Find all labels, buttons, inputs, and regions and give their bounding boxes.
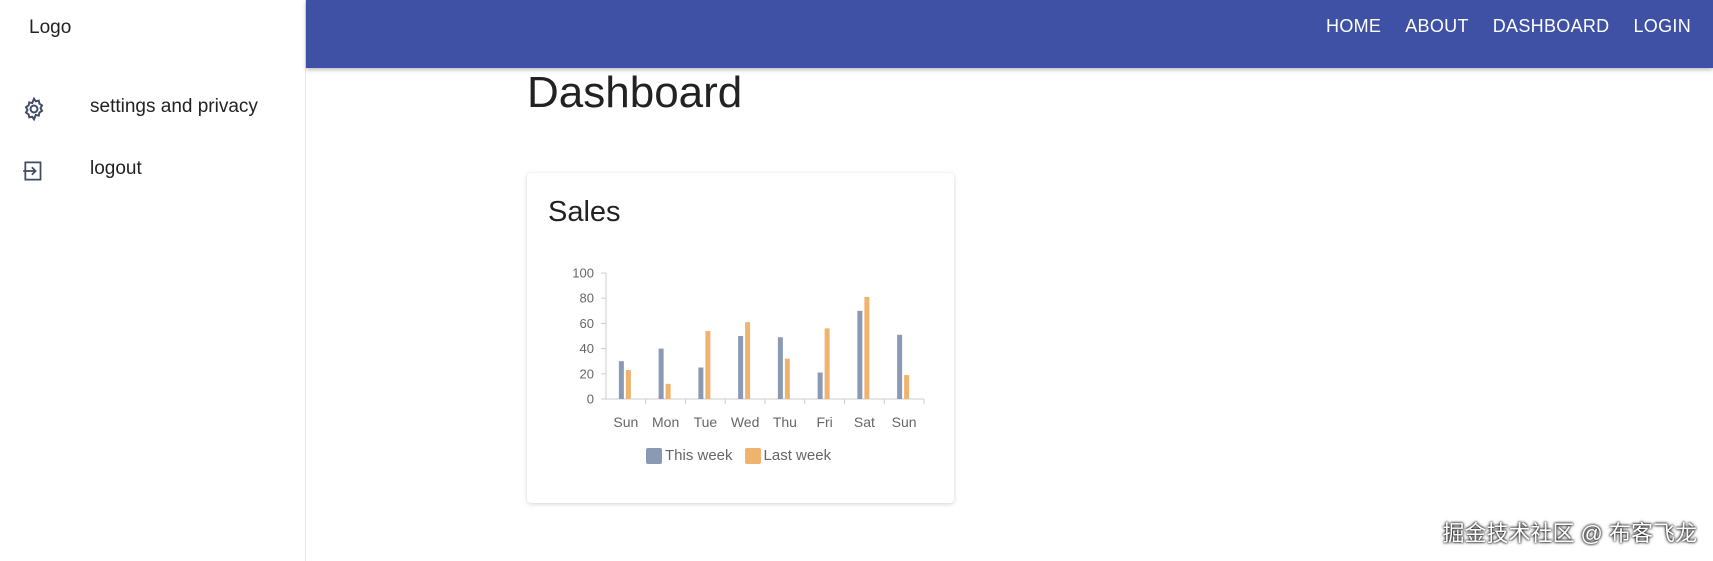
page-title: Dashboard (527, 68, 743, 117)
nav-about-link[interactable]: ABOUT (1405, 16, 1469, 36)
bar-last-week (904, 375, 910, 399)
nav-menu: HOME ABOUT DASHBOARD LOGIN (1302, 16, 1691, 37)
legend-swatch (646, 447, 662, 464)
bar-this-week (698, 367, 704, 399)
logout-icon (21, 158, 47, 184)
bar-last-week (665, 383, 671, 399)
x-tick-label: Fri (816, 414, 832, 430)
x-tick-label: Wed (731, 414, 760, 430)
bar-this-week (658, 348, 664, 399)
legend-entry-last-week[interactable]: Last week (744, 447, 832, 464)
y-tick-label: 20 (580, 366, 594, 381)
sales-card: Sales 0 20 40 60 80 100 Sun Mon Tue Wed Thu Fri Sat S… (527, 173, 954, 503)
y-tick-label: 100 (572, 266, 594, 281)
logo[interactable]: Logo (29, 17, 72, 38)
bar-last-week (745, 322, 751, 399)
x-tick-label: Mon (652, 414, 679, 430)
bar-last-week (625, 370, 631, 399)
y-tick-label: 0 (587, 392, 594, 407)
y-tick-label: 80 (580, 291, 594, 306)
x-tick-label: Sat (854, 414, 875, 430)
bar-this-week (817, 372, 823, 399)
sidebar-item-logout[interactable]: logout (0, 148, 306, 192)
bar-last-week (864, 296, 870, 399)
legend-label: Last week (763, 447, 832, 464)
bar-last-week (784, 358, 790, 399)
legend-label: This week (665, 447, 733, 464)
sidebar-item-settings[interactable]: settings and privacy (0, 86, 306, 130)
bar-this-week (897, 334, 903, 399)
chart-legend: This week Last week (646, 447, 843, 464)
sidebar: Logo settings and privacy logout (0, 0, 306, 561)
x-tick-label: Sun (892, 414, 917, 430)
bar-this-week (777, 337, 783, 399)
x-tick-label: Thu (773, 414, 797, 430)
x-tick-label: Sun (613, 414, 638, 430)
bar-last-week (705, 330, 711, 399)
bar-last-week (824, 328, 830, 399)
gear-icon (21, 96, 47, 122)
y-tick-label: 40 (580, 341, 594, 356)
y-tick-label: 60 (580, 316, 594, 331)
bar-this-week (738, 336, 744, 399)
nav-home-link[interactable]: HOME (1326, 16, 1382, 36)
x-tick-label: Tue (694, 414, 718, 430)
nav-dashboard-link[interactable]: DASHBOARD (1492, 16, 1610, 36)
legend-swatch (744, 447, 761, 464)
watermark: 掘金技术社区 @ 布客飞龙 (1442, 521, 1697, 546)
top-app-bar: HOME ABOUT DASHBOARD LOGIN (306, 0, 1713, 68)
card-title: Sales (548, 196, 621, 228)
nav-login-link[interactable]: LOGIN (1633, 16, 1691, 36)
sales-bar-chart: 0 20 40 60 80 100 Sun Mon Tue Wed Thu Fri Sat Sun (572, 266, 925, 430)
sidebar-item-label: logout (90, 158, 142, 179)
bar-this-week (857, 310, 863, 399)
legend-entry-this-week[interactable]: This week (646, 447, 733, 464)
sidebar-item-label: settings and privacy (90, 96, 258, 117)
bar-this-week (618, 361, 624, 399)
